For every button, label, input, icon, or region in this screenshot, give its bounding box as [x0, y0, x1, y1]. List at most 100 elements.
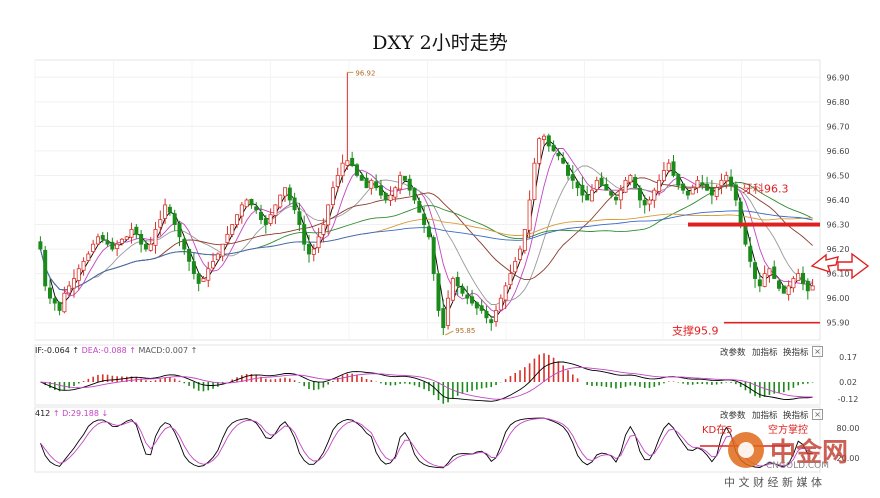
- macd-line: [40, 366, 813, 400]
- candle-body: [652, 189, 657, 201]
- y-tick-label: 95.90: [827, 319, 850, 328]
- candle-body: [345, 160, 350, 166]
- macd-panel-frame: [34, 344, 821, 406]
- low-pointer: [445, 330, 454, 336]
- candle-body: [757, 279, 762, 287]
- candle-body: [335, 175, 340, 187]
- candle-body: [316, 236, 321, 249]
- candle-body: [551, 144, 556, 152]
- candle-body: [561, 157, 566, 164]
- candle-body: [364, 177, 369, 189]
- candle-body: [383, 193, 388, 201]
- candle-body: [460, 286, 465, 294]
- candle-body: [633, 176, 638, 189]
- y-tick-label: 96.50: [827, 171, 850, 180]
- candle-body: [177, 222, 182, 238]
- candle-body: [167, 206, 172, 213]
- macd-tick-label: 0.02: [839, 378, 857, 387]
- candle-body: [187, 248, 192, 262]
- candle-body: [810, 285, 815, 291]
- candle-body: [100, 235, 105, 240]
- kd-add-indicator-button[interactable]: 加指标: [752, 411, 778, 421]
- candle-body: [211, 260, 216, 269]
- candle-body: [705, 183, 710, 191]
- candle-body: [513, 260, 518, 273]
- candle-body: [613, 196, 618, 201]
- y-tick-label: 96.80: [827, 98, 850, 107]
- candle-body: [709, 187, 714, 196]
- candle-body: [330, 187, 335, 206]
- kd-panel: 80.00 20.00 KD在5 空方掌控: [39, 417, 860, 469]
- candle-body: [685, 190, 690, 196]
- candle-body: [259, 211, 264, 221]
- candle-body: [354, 164, 359, 176]
- candle-body: [695, 179, 700, 189]
- candle-body: [52, 298, 57, 304]
- macd-tick-label: 0.17: [839, 353, 857, 362]
- candle-body: [139, 233, 144, 245]
- candle-body: [532, 162, 537, 200]
- candle-body: [642, 199, 647, 206]
- kd-change-params-button[interactable]: 改参数: [720, 411, 746, 421]
- kd-line: [39, 417, 813, 469]
- candle-body: [350, 157, 355, 167]
- candle-body: [647, 199, 652, 205]
- candle-body: [599, 177, 604, 186]
- macd-add-indicator-button[interactable]: 加指标: [752, 348, 778, 358]
- candle-body: [220, 243, 225, 257]
- candle-body: [239, 204, 244, 217]
- candle-body: [465, 294, 470, 299]
- candle-body: [791, 278, 796, 289]
- candle-body: [249, 198, 254, 206]
- macd-tick-label: -0.12: [838, 395, 859, 404]
- macd-dea-label: DEA:-0.088: [81, 346, 127, 355]
- candle-body: [426, 226, 431, 238]
- candle-body: [781, 285, 786, 294]
- kd-switch-indicator-button[interactable]: 换指标: [783, 411, 809, 421]
- candle-body: [402, 175, 407, 181]
- candle-body: [666, 162, 671, 171]
- candle-body: [738, 201, 743, 225]
- candle-body: [263, 218, 268, 225]
- candle-body: [436, 273, 441, 311]
- candle-body: [158, 219, 163, 228]
- candle-body: [129, 229, 134, 238]
- candle-body: [748, 246, 753, 262]
- y-tick-label: 96.70: [827, 122, 850, 131]
- candle-body: [378, 185, 383, 196]
- candles: [38, 72, 815, 335]
- candle-body: [244, 199, 249, 208]
- candle-body: [225, 233, 230, 243]
- candle-body: [801, 272, 806, 284]
- candle-body: [786, 285, 791, 296]
- candle-body: [450, 278, 455, 301]
- candle-body: [700, 182, 705, 186]
- kd-label-row: 412 ↑ D:29.188 ↓: [35, 409, 109, 418]
- candle-body: [268, 214, 273, 224]
- kd-tick-label: 20.00: [837, 454, 860, 463]
- candle-body: [681, 183, 686, 191]
- candle-body: [283, 187, 288, 197]
- candle-body: [278, 194, 283, 208]
- candle-body: [537, 138, 542, 164]
- candle-body: [657, 179, 662, 192]
- kd-annotation-2: 空方掌控: [768, 423, 808, 436]
- candle-body: [67, 285, 72, 294]
- macd-switch-indicator-button[interactable]: 换指标: [783, 348, 809, 358]
- macd-change-params-button[interactable]: 改参数: [720, 348, 746, 358]
- kd-close-button[interactable]: ×: [812, 409, 823, 420]
- high-label: 96.92: [355, 69, 375, 77]
- candle-body: [230, 224, 235, 235]
- macd-close-button[interactable]: ×: [812, 346, 823, 357]
- candle-body: [340, 162, 345, 177]
- candle-body: [489, 319, 494, 324]
- candle-body: [503, 285, 508, 301]
- candle-body: [201, 278, 206, 282]
- candle-body: [623, 179, 628, 193]
- candle-body: [470, 296, 475, 304]
- candle-body: [115, 243, 120, 249]
- kd-annotation: KD在5: [702, 424, 733, 436]
- macd-dif-label: IF:-0.064: [35, 346, 70, 355]
- candle-body: [446, 297, 451, 326]
- candle-body: [311, 248, 316, 255]
